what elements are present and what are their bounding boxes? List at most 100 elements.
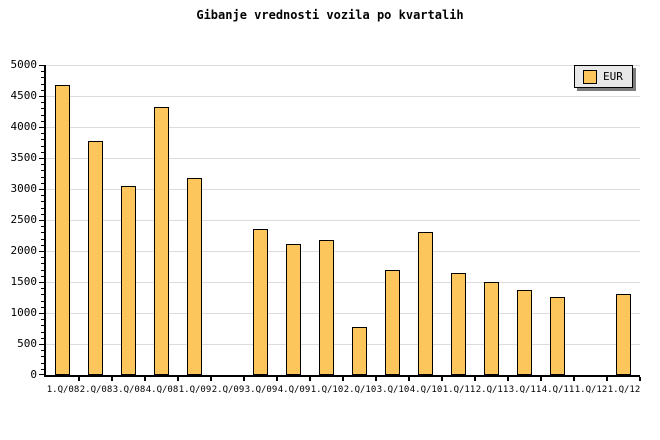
bar: [616, 294, 631, 375]
x-tick-label: 4.Q/10: [409, 385, 443, 395]
y-tick-minor: [41, 71, 44, 72]
x-tick-label: 2.Q/08: [79, 385, 113, 395]
y-tick-minor: [41, 146, 44, 147]
x-tick: [309, 377, 311, 381]
x-tick-label: 2.Q/11: [475, 385, 509, 395]
y-tick-minor: [41, 307, 44, 308]
x-tick-label: 1.Q/12: [607, 385, 641, 395]
chart-title: Gibanje vrednosti vozila po kvartalih: [196, 8, 464, 22]
x-tick-label: 4.Q/08: [145, 385, 179, 395]
x-tick: [639, 377, 641, 381]
bar: [121, 186, 136, 375]
y-tick-minor: [41, 208, 44, 209]
y-tick-minor: [41, 288, 44, 289]
y-tick-label: 3500: [10, 151, 38, 164]
y-tick-minor: [41, 332, 44, 333]
y-tick-minor: [41, 301, 44, 302]
x-tick-label: 1.Q/10: [310, 385, 344, 395]
gridline: [46, 282, 640, 283]
x-tick: [441, 377, 443, 381]
y-tick-label: 1000: [10, 306, 38, 319]
gridline: [46, 251, 640, 252]
bar: [88, 141, 103, 375]
x-tick-label: 2.Q/10: [343, 385, 377, 395]
bar: [187, 178, 202, 375]
x-tick: [573, 377, 575, 381]
y-tick-minor: [41, 164, 44, 165]
y-tick-minor: [41, 90, 44, 91]
gridline: [46, 96, 640, 97]
x-tick: [474, 377, 476, 381]
y-tick-minor: [41, 369, 44, 370]
y-tick-minor: [41, 263, 44, 264]
y-tick-label: 4000: [10, 120, 38, 133]
y-tick-major: [39, 65, 44, 66]
y-tick-minor: [41, 183, 44, 184]
x-tick-label: 1.Q/09: [178, 385, 212, 395]
bar: [55, 85, 70, 375]
y-tick-major: [39, 220, 44, 221]
y-tick-minor: [41, 356, 44, 357]
x-tick: [507, 377, 509, 381]
gridline: [46, 127, 640, 128]
y-tick-minor: [41, 232, 44, 233]
x-tick-label: 4.Q/11: [541, 385, 575, 395]
y-tick-major: [39, 251, 44, 252]
y-tick-minor: [41, 276, 44, 277]
y-tick-minor: [41, 139, 44, 140]
bar: [253, 229, 268, 375]
y-tick-minor: [41, 115, 44, 116]
gridline: [46, 65, 640, 66]
bar: [154, 107, 169, 375]
x-tick: [210, 377, 212, 381]
y-tick-minor: [41, 325, 44, 326]
y-tick-minor: [41, 214, 44, 215]
bar: [418, 232, 433, 375]
y-tick-minor: [41, 201, 44, 202]
y-tick-label: 1500: [10, 275, 38, 288]
x-tick-label: 4.Q/09: [277, 385, 311, 395]
y-tick-major: [39, 313, 44, 314]
y-tick-major: [39, 374, 44, 375]
y-tick-minor: [41, 152, 44, 153]
legend-label: EUR: [603, 70, 623, 83]
bar: [517, 290, 532, 375]
x-tick: [540, 377, 542, 381]
y-tick-minor: [41, 245, 44, 246]
y-tick-major: [39, 344, 44, 345]
y-tick-minor: [41, 84, 44, 85]
x-tick: [78, 377, 80, 381]
y-tick-label: 2500: [10, 213, 38, 226]
y-tick-label: 4500: [10, 89, 38, 102]
bar: [550, 297, 565, 375]
y-tick-label: 500: [17, 337, 37, 350]
y-tick-major: [39, 96, 44, 97]
legend: EUR: [574, 65, 633, 88]
y-tick-minor: [41, 133, 44, 134]
bar: [451, 273, 466, 375]
y-tick-major: [39, 282, 44, 283]
y-tick-minor: [41, 257, 44, 258]
y-tick-minor: [41, 294, 44, 295]
x-tick: [606, 377, 608, 381]
x-tick: [276, 377, 278, 381]
y-tick-minor: [41, 350, 44, 351]
y-tick-minor: [41, 177, 44, 178]
y-tick-label: 3000: [10, 182, 38, 195]
y-tick-minor: [41, 121, 44, 122]
y-tick-minor: [41, 270, 44, 271]
y-tick-major: [39, 158, 44, 159]
y-tick-minor: [41, 239, 44, 240]
x-tick: [243, 377, 245, 381]
x-tick: [144, 377, 146, 381]
y-tick-minor: [41, 338, 44, 339]
x-tick-label: 3.Q/11: [508, 385, 542, 395]
bar: [385, 270, 400, 375]
y-tick-label: 5000: [10, 58, 38, 71]
x-tick-label: 1.Q/08: [46, 385, 80, 395]
y-tick-label: 2000: [10, 244, 38, 257]
x-tick-label: 1.Q/12: [574, 385, 608, 395]
bar: [319, 240, 334, 375]
x-tick: [177, 377, 179, 381]
